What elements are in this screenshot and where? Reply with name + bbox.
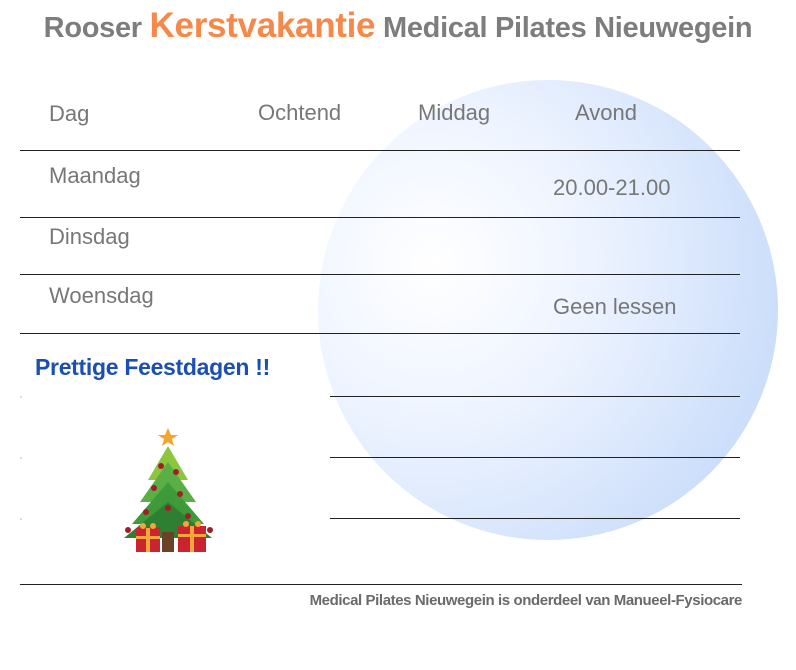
christmas-tree-icon <box>118 420 218 565</box>
table-divider <box>20 150 740 151</box>
faint-tick <box>20 518 22 520</box>
header-middag: Middag <box>418 100 491 125</box>
table-divider <box>20 274 740 275</box>
table-divider <box>330 396 740 397</box>
row-woensdag-avond: Geen lessen <box>553 294 677 319</box>
title-prefix: Rooser <box>43 12 150 44</box>
header-avond: Avond <box>575 100 637 125</box>
row-maandag-avond: 20.00-21.00 <box>553 175 671 200</box>
table-divider <box>330 457 740 458</box>
row-dinsdag-day: Dinsdag <box>49 224 130 249</box>
row-maandag-day: Maandag <box>49 163 141 188</box>
greeting-text: Prettige Feestdagen !! <box>35 354 270 380</box>
title-suffix: Medical Pilates Nieuwegein <box>375 12 753 44</box>
background-circle <box>318 80 778 540</box>
footer-text: Medical Pilates Nieuwegein is onderdeel … <box>309 592 743 609</box>
faint-tick <box>20 457 22 459</box>
header-ochtend: Ochtend <box>258 100 342 125</box>
table-divider <box>20 217 740 218</box>
footer-divider <box>20 584 742 585</box>
faint-tick <box>20 396 22 398</box>
row-woensdag-day: Woensdag <box>49 283 154 308</box>
table-divider <box>330 518 740 519</box>
page-title: Rooser Kerstvakantie Medical Pilates Nie… <box>0 6 796 46</box>
header-dag: Dag <box>49 101 90 126</box>
table-divider <box>20 333 740 334</box>
title-highlight: Kerstvakantie <box>149 6 376 45</box>
